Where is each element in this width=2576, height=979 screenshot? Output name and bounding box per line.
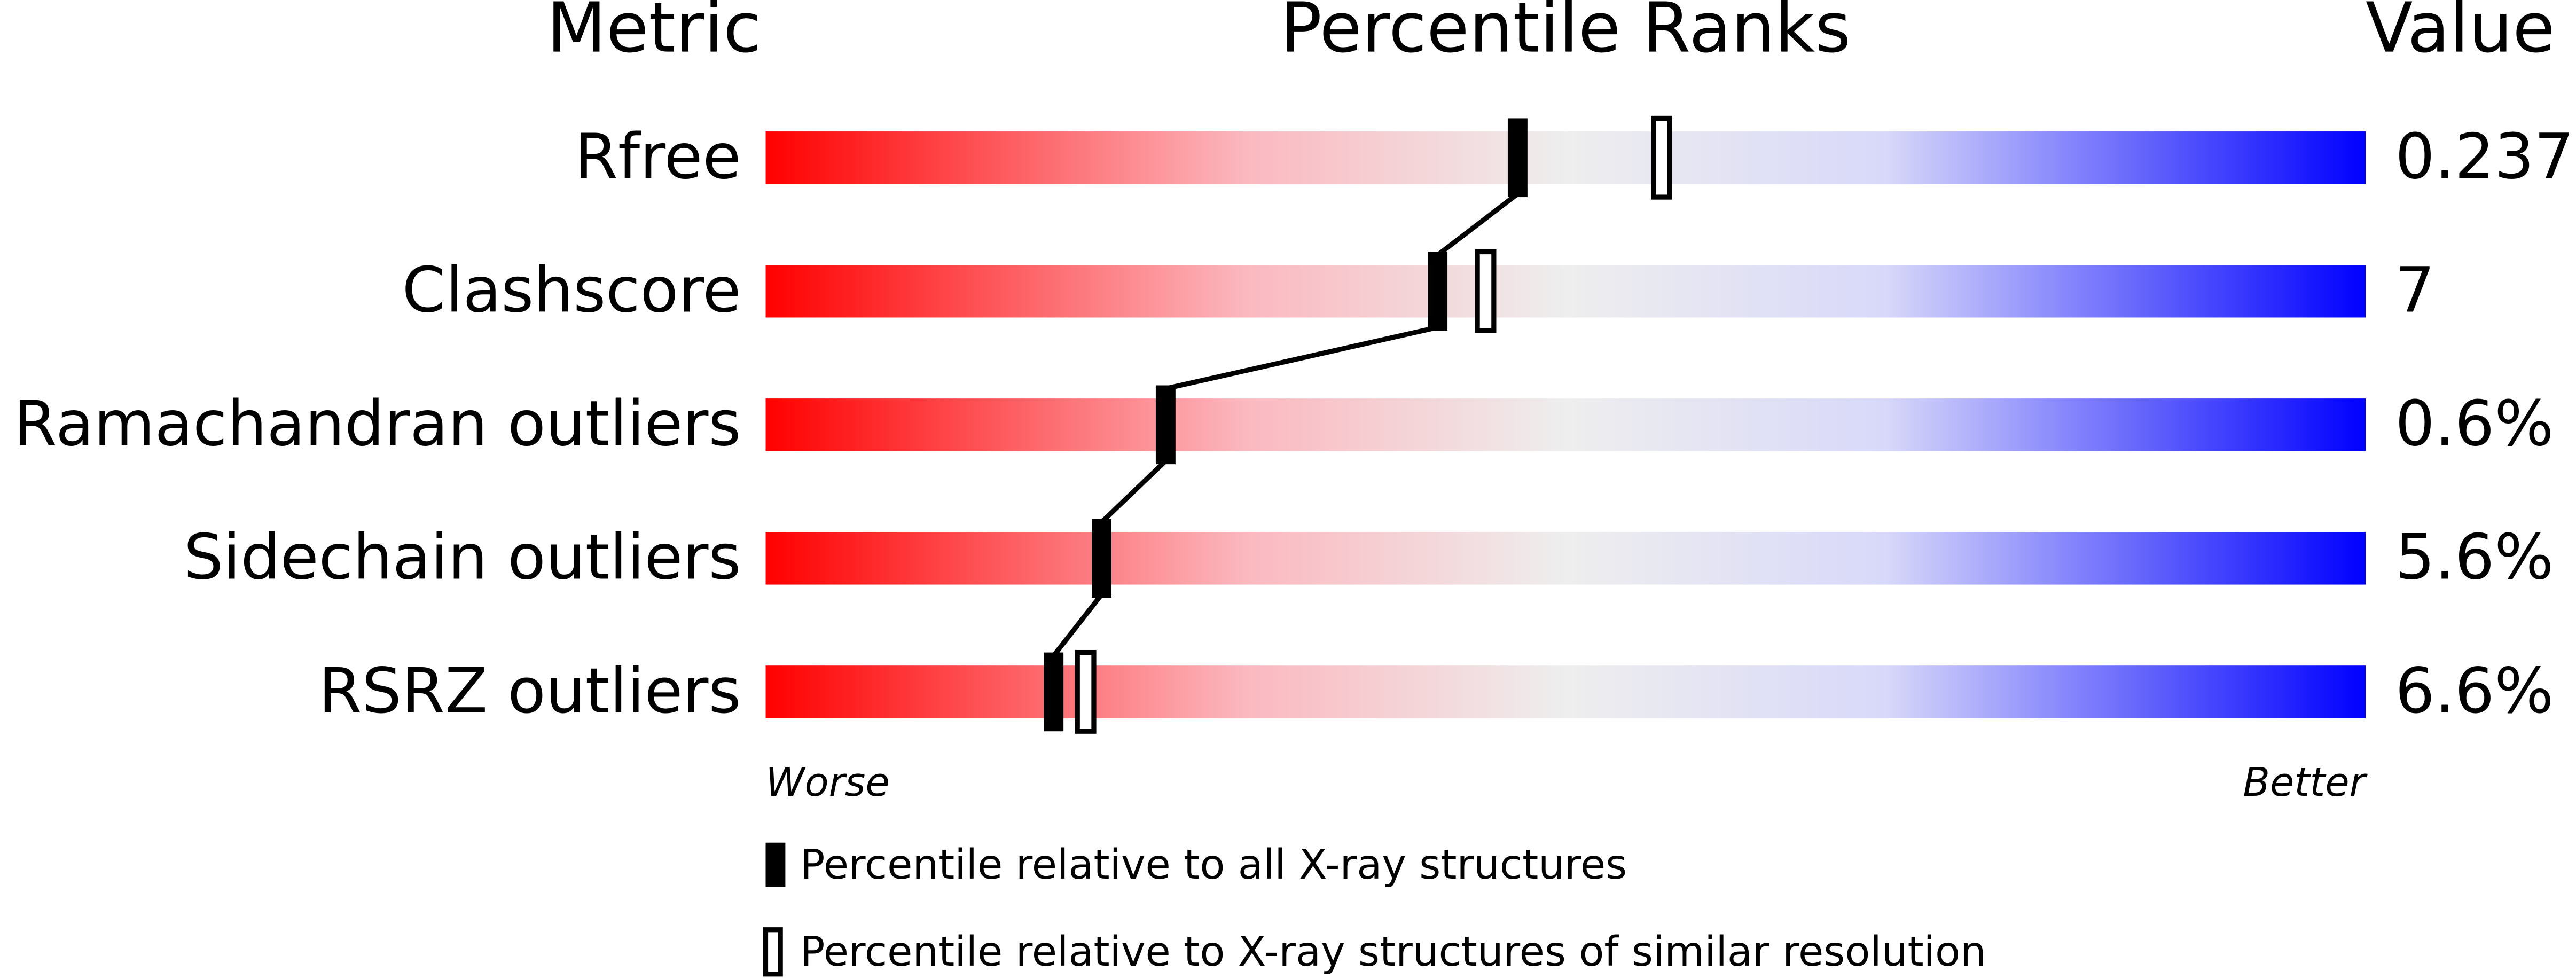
better-label: Better — [2243, 759, 2368, 805]
metric-label: RSRZ outliers — [318, 655, 741, 727]
percentile-bar — [765, 665, 2366, 718]
marker-similar — [1475, 249, 1497, 333]
marker-all — [1092, 519, 1112, 598]
worse-label: Worse — [765, 759, 889, 805]
header: Percentile Ranks — [1280, 0, 1851, 68]
header: Value — [2366, 0, 2555, 68]
legend-swatch — [765, 842, 786, 887]
marker-similar — [1075, 649, 1097, 734]
marker-similar — [1651, 115, 1672, 200]
metric-label: Rfree — [575, 121, 741, 193]
legend-swatch — [763, 927, 783, 977]
metric-label: Clashscore — [402, 254, 741, 327]
legend-label: Percentile relative to all X-ray structu… — [800, 841, 1627, 889]
percentile-bar — [765, 398, 2366, 451]
metric-value: 6.6% — [2395, 655, 2554, 727]
marker-all — [1044, 652, 1064, 732]
metric-value: 0.6% — [2395, 388, 2554, 460]
percentile-bar — [765, 131, 2366, 184]
connector — [1165, 325, 1438, 391]
metric-label: Sidechain outliers — [184, 521, 741, 594]
marker-all — [1428, 252, 1448, 331]
marker-all — [1155, 385, 1176, 465]
connector — [1436, 192, 1520, 257]
legend-label: Percentile relative to X-ray structures … — [800, 928, 1986, 976]
metric-value: 7 — [2395, 254, 2434, 327]
header: Metric — [547, 0, 762, 68]
connector — [1052, 593, 1104, 657]
percentile-bar — [765, 265, 2366, 318]
metric-value: 5.6% — [2395, 521, 2554, 594]
percentile-bar — [765, 532, 2366, 585]
marker-all — [1507, 118, 1528, 198]
metric-label: Ramachandran outliers — [13, 388, 741, 460]
connector — [1100, 459, 1168, 524]
metric-value: 0.237 — [2395, 121, 2574, 193]
